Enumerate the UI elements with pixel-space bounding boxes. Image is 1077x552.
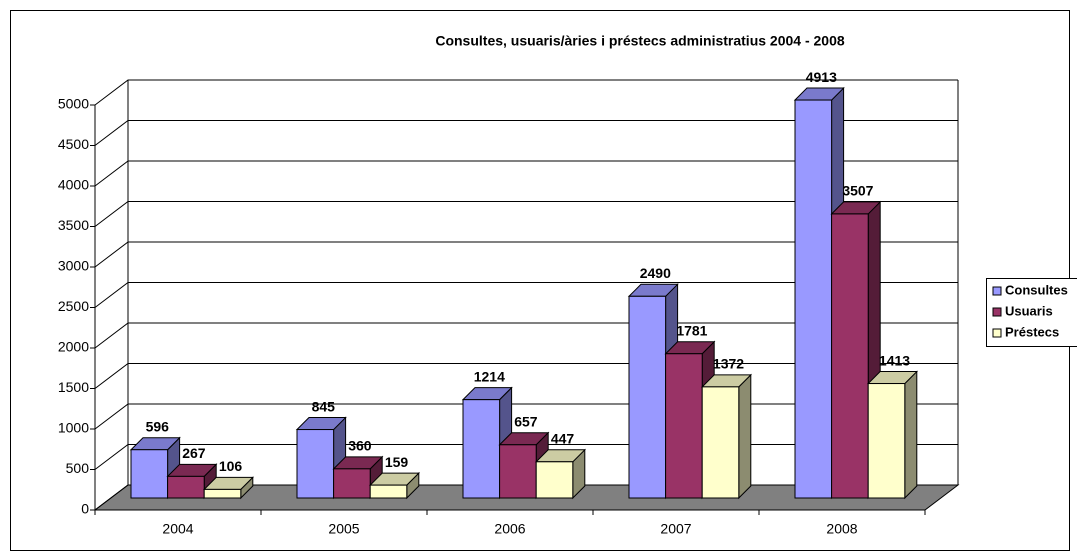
bar xyxy=(701,386,740,499)
bar xyxy=(867,383,906,499)
bar xyxy=(333,468,371,499)
bar xyxy=(462,399,501,499)
bar xyxy=(628,295,667,499)
data-label: 3507 xyxy=(842,183,873,199)
x-tick-label: 2008 xyxy=(826,521,857,537)
legend-label: Usuaris xyxy=(1005,303,1053,318)
bar xyxy=(296,429,335,499)
y-tick-label: 2500 xyxy=(58,298,89,314)
data-label: 2490 xyxy=(640,265,671,281)
data-label: 1214 xyxy=(474,368,505,384)
data-label: 1372 xyxy=(713,356,744,372)
data-label: 447 xyxy=(551,430,575,446)
data-label: 845 xyxy=(312,398,336,414)
bar-side xyxy=(904,370,918,500)
y-tick-label: 4000 xyxy=(58,177,89,193)
bar xyxy=(167,475,205,499)
y-tick-label: 5000 xyxy=(58,96,89,112)
y-tick-label: 500 xyxy=(66,460,90,476)
x-tick-label: 2004 xyxy=(162,521,193,537)
data-label: 657 xyxy=(514,413,538,429)
bar xyxy=(369,484,408,499)
x-tick-label: 2006 xyxy=(494,521,525,537)
legend-swatch xyxy=(992,328,1002,338)
y-tick-label: 1500 xyxy=(58,379,89,395)
bar xyxy=(794,99,833,499)
data-label: 1781 xyxy=(676,322,707,338)
data-label: 106 xyxy=(219,458,243,474)
y-tick-label: 3500 xyxy=(58,217,89,233)
legend-box xyxy=(986,278,1077,347)
bar-side xyxy=(738,373,752,500)
legend-swatch xyxy=(992,286,1002,296)
plot: 0 500 1000 1500 2000 2500 3000 3500 4000 4500 5000… xyxy=(58,69,1077,537)
bar xyxy=(499,444,537,499)
y-tick-label: 3000 xyxy=(58,258,89,274)
data-label: 360 xyxy=(348,438,372,454)
data-label: 596 xyxy=(146,418,170,434)
data-label: 4913 xyxy=(806,69,837,85)
data-label: 267 xyxy=(182,445,206,461)
legend-swatch xyxy=(992,307,1002,317)
y-tick-label: 2000 xyxy=(58,339,89,355)
y-tick-label: 0 xyxy=(81,501,89,517)
data-label: 1413 xyxy=(879,352,910,368)
bar xyxy=(831,213,869,499)
bar xyxy=(665,353,703,499)
legend-label: Préstecs xyxy=(1005,324,1059,339)
bar xyxy=(203,488,242,499)
legend-label: Consultes xyxy=(1005,282,1068,297)
x-tick-label: 2007 xyxy=(660,521,691,537)
bar xyxy=(535,461,574,499)
bar xyxy=(130,449,169,499)
y-tick-label: 4500 xyxy=(58,136,89,152)
chart-title: Consultes, usuaris/àries i préstecs admi… xyxy=(435,33,845,49)
y-tick-label: 1000 xyxy=(58,420,89,436)
data-label: 159 xyxy=(385,454,409,470)
x-tick-label: 2005 xyxy=(328,521,359,537)
